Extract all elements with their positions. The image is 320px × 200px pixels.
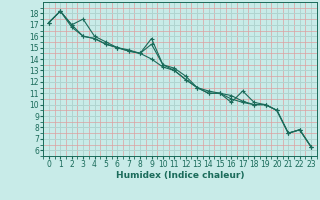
X-axis label: Humidex (Indice chaleur): Humidex (Indice chaleur) xyxy=(116,171,244,180)
